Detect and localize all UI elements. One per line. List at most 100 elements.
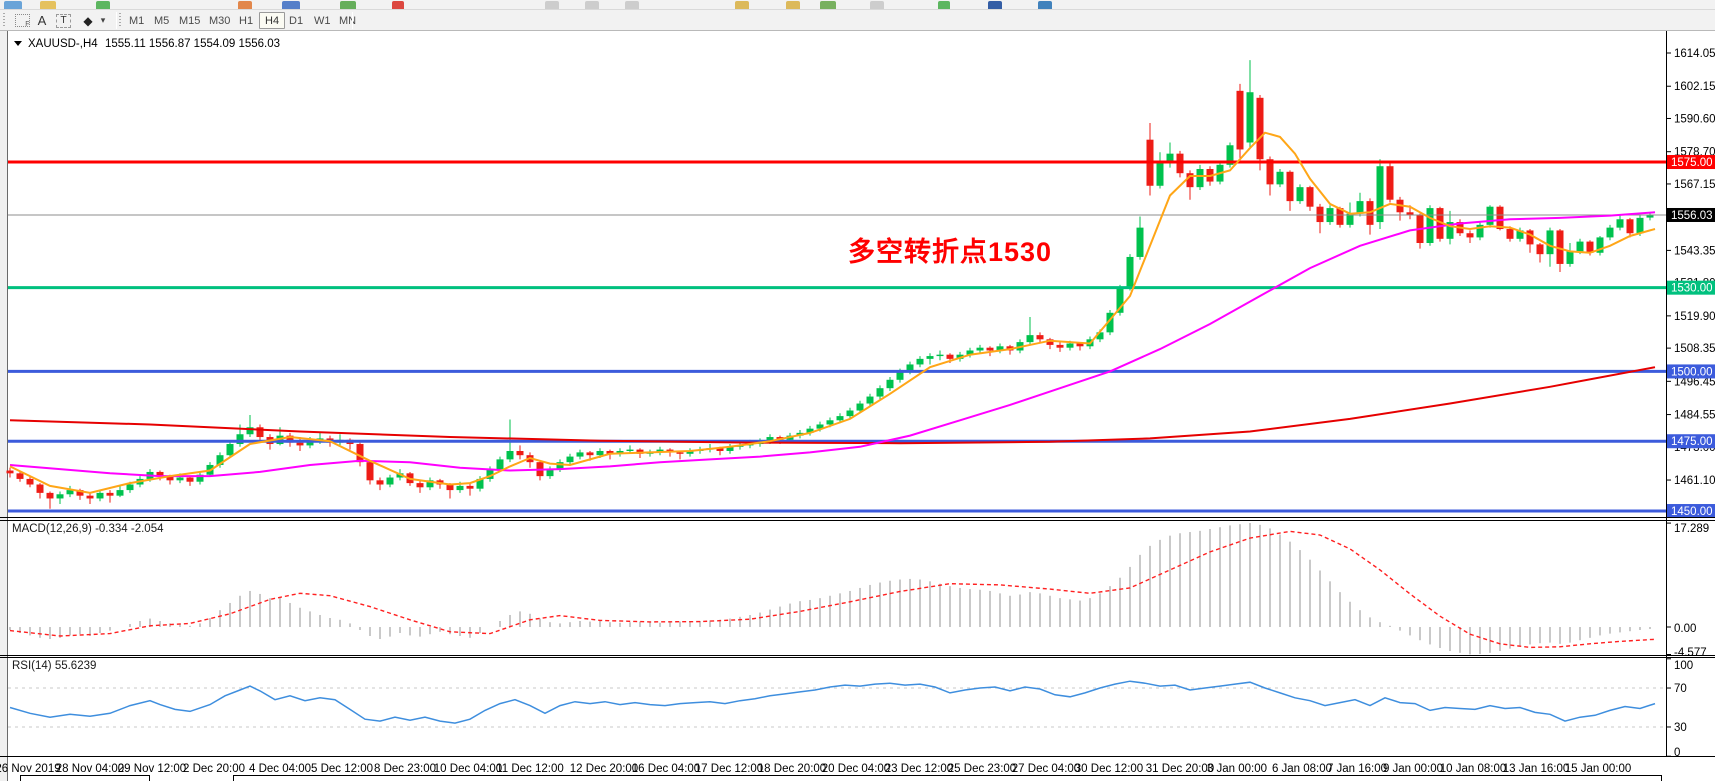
candle-body — [916, 358, 924, 365]
candle-body — [1336, 208, 1344, 225]
chart-annotation-text[interactable]: 多空转折点1530 — [848, 237, 1053, 267]
candle-body — [96, 492, 104, 499]
candle-body — [986, 347, 994, 351]
candle-body — [56, 494, 64, 499]
ma-slow-red-line — [9, 366, 1656, 445]
price-badge — [1667, 207, 1715, 222]
time-axis-label: 25 Dec 23:00 — [948, 763, 1016, 775]
candle-body — [1506, 229, 1514, 239]
text-label-icon[interactable]: A — [37, 13, 47, 28]
candle-body — [1466, 233, 1474, 238]
macd-signal-line — [9, 530, 1656, 649]
candle-body — [1346, 213, 1354, 225]
timeframe-button-m30[interactable]: M30 — [209, 14, 231, 27]
barchart-icon[interactable] — [96, 1, 110, 9]
new-order-icon[interactable] — [238, 1, 252, 9]
terminal-icon[interactable] — [282, 1, 300, 9]
arrows-tool-icon[interactable]: ◆ — [83, 13, 93, 28]
zoom-in-icon[interactable] — [735, 1, 749, 9]
candle-body — [76, 490, 84, 496]
candle-body — [976, 347, 984, 351]
timeframe-button-h4[interactable]: H4 — [259, 12, 286, 29]
candle-body — [966, 350, 974, 355]
window-left-frame — [0, 31, 7, 781]
candle-body — [116, 490, 124, 496]
candle-body — [1426, 208, 1434, 243]
time-axis-label: 30 Dec 12:00 — [1075, 763, 1143, 775]
toolbar-fragment[interactable] — [585, 1, 599, 9]
candle-body — [1516, 230, 1524, 239]
text-box-icon[interactable]: T — [55, 12, 72, 29]
candle-body — [1166, 153, 1174, 163]
period-icon[interactable] — [1038, 1, 1052, 9]
timeframe-button-w1[interactable]: W1 — [314, 14, 331, 27]
candle-body — [186, 477, 194, 482]
timeframe-button-h1[interactable]: H1 — [239, 14, 254, 27]
candle-body — [6, 470, 14, 474]
candle-body — [196, 474, 204, 482]
horizontal-level-lines[interactable] — [8, 160, 1666, 513]
candle-body — [316, 438, 324, 440]
price-tick-label: 1567.15 — [1674, 179, 1715, 191]
candle-body — [286, 435, 294, 443]
candle-body — [1046, 339, 1054, 345]
arrows-dropdown-icon[interactable]: ▾ — [100, 15, 106, 25]
candle-body — [1196, 169, 1204, 188]
indicator-icon[interactable] — [988, 1, 1002, 9]
time-axis-label: 28 Nov 04:00 — [56, 763, 124, 775]
moving-averages — [9, 131, 1656, 494]
rsi-panel: 100 70 30 0 — [8, 658, 1693, 759]
candle-body — [486, 469, 494, 479]
toolbar-fragment[interactable] — [625, 1, 639, 9]
price-badge-label: 1450.00 — [1671, 506, 1713, 518]
candle-body — [896, 371, 904, 380]
candle-body — [1596, 237, 1604, 253]
price-badge-label: 1556.03 — [1671, 210, 1713, 222]
zoom-out-icon[interactable] — [786, 1, 800, 9]
candle-body — [1306, 187, 1314, 207]
candle-body — [1296, 187, 1304, 202]
candle-body — [1406, 212, 1414, 216]
timeframe-button-mn[interactable]: MN — [339, 14, 357, 27]
candle-body — [596, 450, 604, 456]
timeframe-button-m1[interactable]: M1 — [129, 14, 145, 27]
candle-body — [36, 484, 44, 493]
candle-body — [1186, 173, 1194, 188]
toolbar-grip[interactable] — [119, 13, 123, 27]
volume-icon[interactable] — [938, 1, 950, 9]
timeframe-button-m5[interactable]: M5 — [154, 14, 170, 27]
candle-body — [686, 450, 694, 454]
candle-body — [1226, 145, 1234, 165]
chart-canvas[interactable]: 1614.051602.151590.601578.701567.151543.… — [0, 31, 1715, 781]
toolbar-top-cutoff — [0, 0, 1715, 10]
toolbar-fragment[interactable] — [870, 1, 884, 9]
candle-body — [476, 478, 484, 489]
candle-body — [1026, 335, 1034, 343]
toolbar-grip[interactable] — [3, 13, 7, 27]
candle-body — [516, 450, 524, 456]
candle-body — [1126, 256, 1134, 288]
timeframe-button-m15[interactable]: M15 — [179, 14, 201, 27]
price-tick-label: 1508.35 — [1674, 343, 1715, 355]
rsi-tick-label: 30 — [1674, 722, 1687, 734]
tile-windows-icon[interactable] — [820, 1, 836, 9]
candle-body — [726, 446, 734, 451]
candle-body — [506, 450, 514, 460]
toolbar-separator — [116, 12, 117, 29]
candle-body — [836, 416, 844, 421]
chart-icon[interactable] — [4, 1, 22, 9]
stop-icon[interactable] — [392, 1, 404, 9]
profile-icon[interactable] — [40, 1, 56, 9]
symbol-dropdown-icon[interactable] — [14, 41, 22, 46]
autotrade-icon[interactable] — [340, 1, 356, 9]
candle-body — [1276, 171, 1284, 185]
status-box-cutoff — [20, 775, 150, 781]
time-axis-label: 26 Nov 2019 — [0, 763, 61, 775]
timeframe-button-d1[interactable]: D1 — [289, 14, 304, 27]
rsi-label: RSI(14) 55.6239 — [12, 660, 96, 672]
toolbar-fragment[interactable] — [545, 1, 559, 9]
crosshair-grid-icon[interactable]: F — [13, 12, 31, 29]
price-badge-label: 1575.00 — [1671, 157, 1713, 169]
